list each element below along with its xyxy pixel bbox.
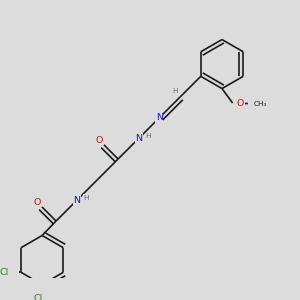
Text: H: H — [172, 88, 177, 94]
Text: Cl: Cl — [0, 268, 9, 277]
Text: N: N — [135, 134, 142, 143]
Text: Cl: Cl — [33, 295, 43, 300]
Text: CH₃: CH₃ — [254, 100, 268, 106]
Text: O: O — [96, 136, 103, 145]
Text: O: O — [34, 198, 41, 207]
Text: H: H — [145, 133, 150, 139]
Text: O: O — [237, 99, 244, 108]
Text: N: N — [156, 113, 163, 122]
Text: N: N — [73, 196, 80, 205]
Text: H: H — [83, 195, 89, 201]
